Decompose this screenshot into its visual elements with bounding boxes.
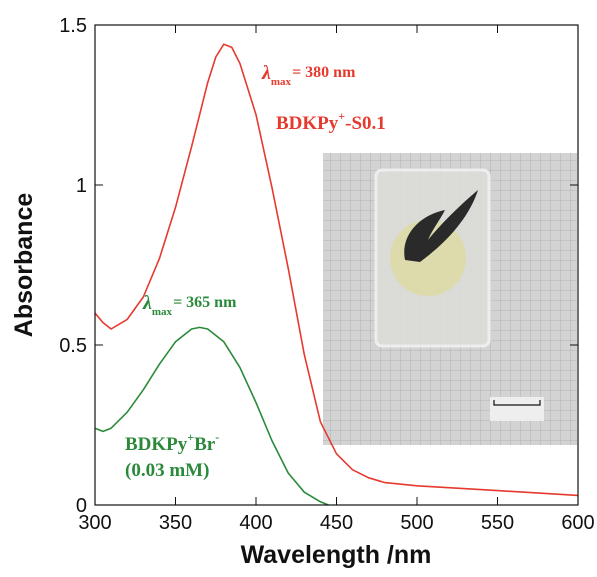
x-tick-label: 550 — [481, 512, 514, 534]
ann-part: + — [338, 109, 345, 123]
ann-part: - — [215, 430, 219, 444]
plot: 300 350 400 450 500 550 600 0 0.5 1 1.5 — [59, 15, 595, 534]
ann-part: + — [187, 430, 194, 444]
ann-part: max — [152, 306, 173, 318]
x-tick-label: 500 — [400, 512, 433, 534]
ann-part: λ — [261, 62, 271, 84]
y-tick-label: 1 — [76, 175, 87, 197]
y-tick-label: 0.5 — [59, 335, 87, 357]
annotation: λmax= 380 nm — [261, 62, 356, 88]
inset-photo — [323, 153, 577, 445]
annotation: BDKPy+Br- — [125, 430, 219, 455]
y-tick-label: 1.5 — [59, 15, 87, 37]
logo-mark — [404, 190, 478, 262]
ann-part: BDKPy — [125, 434, 188, 455]
ann-part: -S0.1 — [345, 113, 386, 134]
ann-part: = 365 nm — [173, 294, 237, 311]
plot-frame — [94, 24, 579, 506]
x-tick-label: 400 — [239, 512, 272, 534]
annotation: BDKPy+-S0.1 — [276, 109, 386, 134]
x-tick-label: 600 — [561, 512, 594, 534]
series-line — [94, 43, 579, 497]
ann-part: = 380 nm — [292, 64, 356, 81]
x-axis-label: Wavelength /nm — [241, 541, 432, 569]
ann-part: max — [271, 76, 292, 88]
y-axis-label: Absorbance — [10, 193, 38, 338]
ann-part: λ — [142, 292, 152, 314]
ann-part: BDKPy — [276, 113, 339, 134]
scale-bg — [490, 397, 544, 421]
annotation: λmax= 365 nm — [142, 292, 237, 318]
y-tick-label: 0 — [76, 495, 87, 517]
series-line — [94, 326, 329, 506]
x-tick-label: 450 — [320, 512, 353, 534]
x-tick-label: 350 — [159, 512, 192, 534]
annotation: (0.03 mM) — [125, 460, 209, 481]
ann-part: Br — [194, 434, 216, 455]
x-tick-label: 300 — [78, 512, 111, 534]
scale-bar — [493, 400, 541, 406]
